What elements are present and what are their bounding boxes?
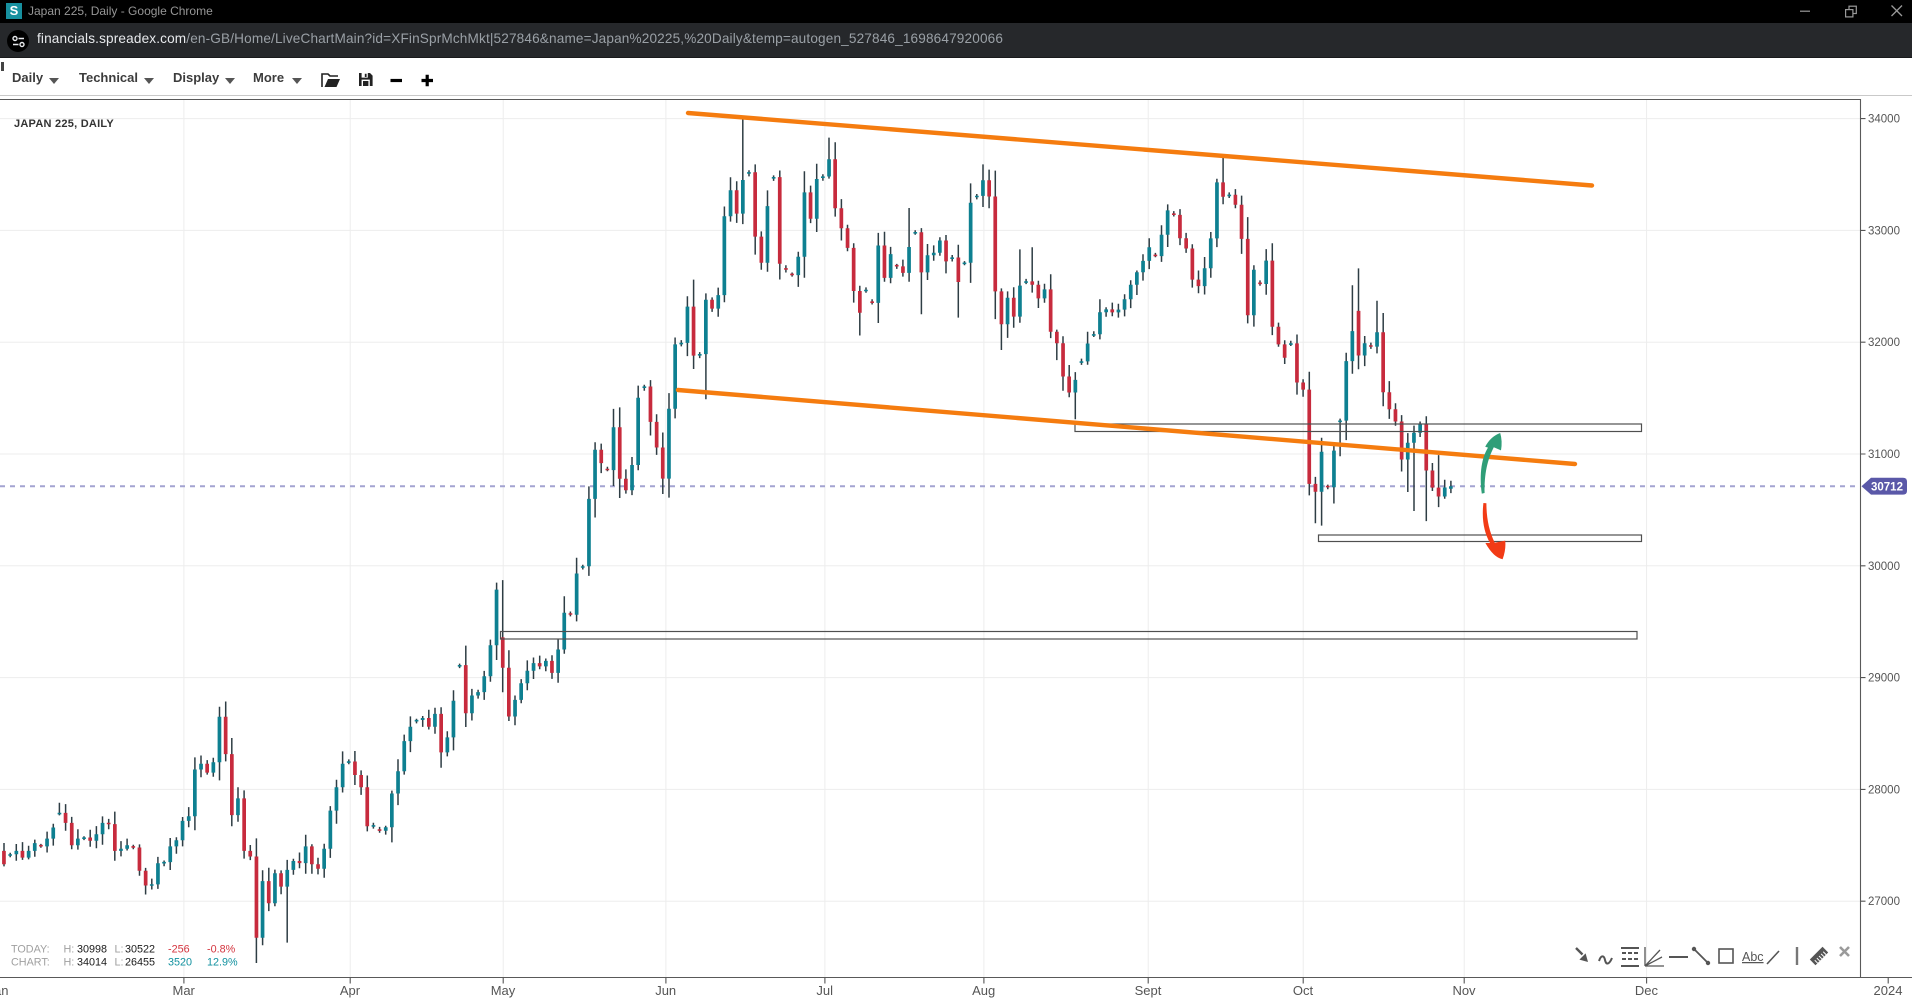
- svg-text:CHART:: CHART:: [11, 957, 50, 969]
- svg-text:30712: 30712: [1871, 481, 1903, 493]
- svg-text:Oct: Oct: [1293, 983, 1314, 998]
- svg-text:Aug: Aug: [972, 983, 995, 998]
- svg-text:30000: 30000: [1868, 561, 1900, 573]
- svg-text:34000: 34000: [1868, 114, 1900, 126]
- svg-text:30998: 30998: [77, 944, 107, 956]
- svg-text:31000: 31000: [1868, 449, 1900, 461]
- svg-text:26455: 26455: [125, 957, 155, 969]
- svg-text:Abc: Abc: [1742, 950, 1764, 964]
- svg-text:34014: 34014: [77, 957, 107, 969]
- svg-text:-0.8%: -0.8%: [207, 944, 236, 956]
- svg-text:28000: 28000: [1868, 784, 1900, 796]
- svg-text:Apr: Apr: [340, 983, 361, 998]
- svg-text:JAPAN 225, DAILY: JAPAN 225, DAILY: [14, 118, 114, 130]
- svg-text:33000: 33000: [1868, 225, 1900, 237]
- svg-text:H:: H:: [64, 944, 75, 956]
- svg-text:Nov: Nov: [1452, 983, 1476, 998]
- svg-text:12.9%: 12.9%: [207, 957, 238, 969]
- svg-text:-256: -256: [168, 944, 190, 956]
- svg-text:Dec: Dec: [1635, 983, 1659, 998]
- svg-text:27000: 27000: [1868, 896, 1900, 908]
- svg-text:May: May: [491, 983, 516, 998]
- svg-text:30522: 30522: [125, 944, 155, 956]
- svg-text:Jan: Jan: [0, 983, 8, 998]
- svg-text:29000: 29000: [1868, 673, 1900, 685]
- svg-text:H:: H:: [64, 957, 75, 969]
- svg-text:Jul: Jul: [816, 983, 833, 998]
- svg-text:Sept: Sept: [1135, 983, 1162, 998]
- svg-text:L:: L:: [115, 957, 124, 969]
- svg-text:TODAY:: TODAY:: [11, 944, 50, 956]
- svg-text:32000: 32000: [1868, 337, 1900, 349]
- svg-text:3520: 3520: [168, 957, 192, 969]
- svg-text:2024: 2024: [1874, 983, 1903, 998]
- svg-text:Mar: Mar: [173, 983, 196, 998]
- svg-text:L:: L:: [115, 944, 124, 956]
- svg-text:Jun: Jun: [655, 983, 676, 998]
